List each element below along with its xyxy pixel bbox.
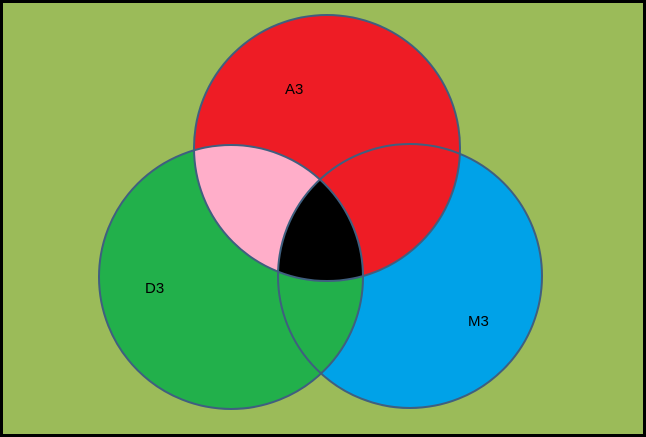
label-m3: M3	[468, 313, 489, 330]
circle-d3-outline	[98, 144, 364, 410]
label-a3: A3	[285, 81, 303, 98]
circle-a3-outline	[193, 14, 461, 282]
label-d3: D3	[145, 280, 164, 297]
circle-m3-outline	[277, 143, 543, 409]
